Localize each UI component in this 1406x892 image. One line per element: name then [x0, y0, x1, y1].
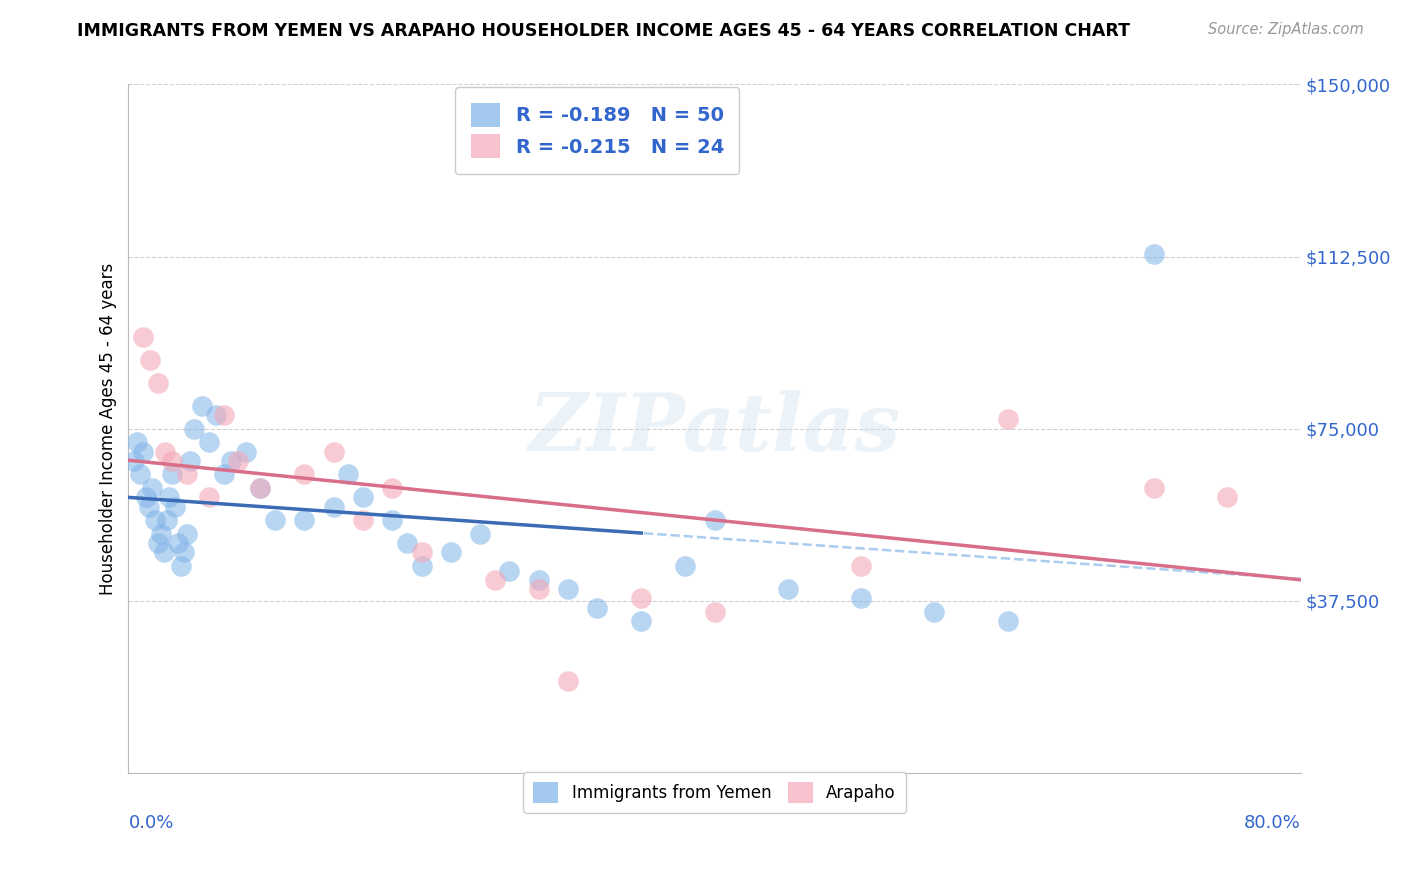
Point [849, 559, 872, 574]
Point [219, 453, 242, 467]
Point [132, 444, 155, 458]
Text: 0.0%: 0.0% [128, 814, 174, 832]
Point [849, 591, 872, 606]
Point [586, 600, 609, 615]
Point [557, 582, 579, 597]
Point [292, 513, 315, 527]
Point [170, 559, 193, 574]
Legend: Immigrants from Yemen, Arapaho: Immigrants from Yemen, Arapaho [523, 772, 905, 813]
Text: IMMIGRANTS FROM YEMEN VS ARAPAHO HOUSEHOLDER INCOME AGES 45 - 64 YEARS CORRELATI: IMMIGRANTS FROM YEMEN VS ARAPAHO HOUSEHO… [77, 22, 1130, 40]
Point [198, 435, 221, 450]
Point [924, 605, 946, 619]
Point [997, 615, 1019, 629]
Point [527, 573, 550, 587]
Point [198, 491, 221, 505]
Point [176, 527, 198, 541]
Point [322, 500, 344, 514]
Text: ZIPatlas: ZIPatlas [529, 390, 901, 467]
Point [162, 453, 184, 467]
Point [630, 591, 652, 606]
Point [127, 435, 149, 450]
Point [176, 467, 198, 482]
Point [183, 421, 205, 435]
Text: 80.0%: 80.0% [1244, 814, 1301, 832]
Point [235, 444, 257, 458]
Point [411, 545, 433, 559]
Point [264, 513, 287, 527]
Point [527, 582, 550, 597]
Point [557, 673, 579, 688]
Point [159, 491, 181, 505]
Point [249, 481, 271, 495]
Point [337, 467, 360, 482]
Point [132, 330, 155, 344]
Point [190, 399, 212, 413]
Point [152, 545, 174, 559]
Point [173, 545, 195, 559]
Point [146, 536, 169, 550]
Point [381, 513, 404, 527]
Point [165, 500, 187, 514]
Point [630, 615, 652, 629]
Point [411, 559, 433, 574]
Point [703, 605, 725, 619]
Point [352, 491, 374, 505]
Point [997, 412, 1019, 426]
Point [468, 527, 491, 541]
Point [703, 513, 725, 527]
Point [673, 559, 696, 574]
Point [167, 536, 190, 550]
Point [155, 513, 177, 527]
Point [1143, 247, 1166, 261]
Point [249, 481, 271, 495]
Point [352, 513, 374, 527]
Text: Source: ZipAtlas.com: Source: ZipAtlas.com [1208, 22, 1364, 37]
Point [776, 582, 799, 597]
Point [143, 513, 166, 527]
Point [212, 467, 235, 482]
Point [292, 467, 315, 482]
Point [135, 491, 157, 505]
Point [498, 564, 520, 578]
Point [381, 481, 404, 495]
Point [212, 408, 235, 422]
Point [146, 376, 169, 390]
Y-axis label: Householder Income Ages 45 - 64 years: Householder Income Ages 45 - 64 years [100, 262, 117, 595]
Point [322, 444, 344, 458]
Point [153, 444, 176, 458]
Point [139, 352, 162, 367]
Point [395, 536, 418, 550]
Point [138, 500, 160, 514]
Point [141, 481, 163, 495]
Point [1216, 491, 1239, 505]
Point [179, 453, 201, 467]
Point [1143, 481, 1166, 495]
Point [205, 408, 228, 422]
Point [129, 467, 152, 482]
Point [162, 467, 184, 482]
Point [124, 453, 146, 467]
Point [440, 545, 463, 559]
Point [484, 573, 506, 587]
Point [149, 527, 172, 541]
Point [228, 453, 250, 467]
